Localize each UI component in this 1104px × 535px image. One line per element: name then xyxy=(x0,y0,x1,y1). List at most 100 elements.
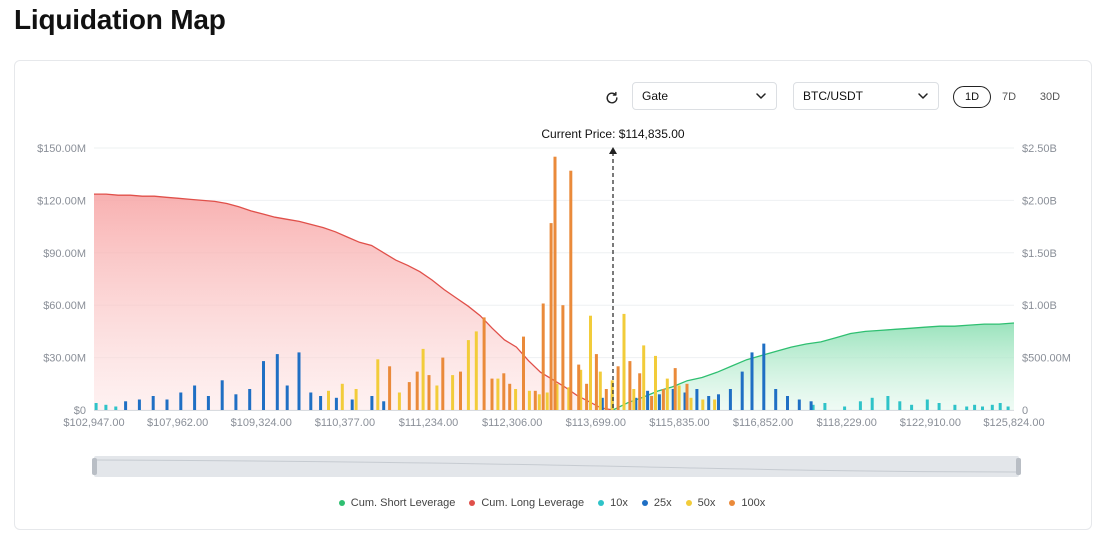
bar-50x[interactable] xyxy=(555,383,559,410)
range-1d-button[interactable]: 1D xyxy=(953,86,991,108)
bar-10x[interactable] xyxy=(104,404,108,410)
bar-50x[interactable] xyxy=(376,359,380,410)
bar-100x[interactable] xyxy=(673,368,677,410)
bar-100x[interactable] xyxy=(638,373,642,410)
bar-10x[interactable] xyxy=(823,403,827,410)
bar-25x[interactable] xyxy=(750,352,754,410)
bar-50x[interactable] xyxy=(496,378,500,410)
bar-50x[interactable] xyxy=(665,378,669,410)
bar-50x[interactable] xyxy=(622,313,626,410)
bar-100x[interactable] xyxy=(650,396,654,410)
bar-10x[interactable] xyxy=(886,396,890,410)
bar-25x[interactable] xyxy=(786,396,789,410)
bar-25x[interactable] xyxy=(137,399,141,411)
bar-100x[interactable] xyxy=(508,383,512,410)
bar-50x[interactable] xyxy=(632,389,636,410)
bar-50x[interactable] xyxy=(689,397,693,410)
bar-50x[interactable] xyxy=(701,399,705,411)
bar-25x[interactable] xyxy=(671,389,675,410)
bar-50x[interactable] xyxy=(677,385,681,411)
bar-50x[interactable] xyxy=(354,389,358,410)
bar-25x[interactable] xyxy=(297,352,301,410)
bar-25x[interactable] xyxy=(683,392,687,411)
bar-50x[interactable] xyxy=(397,392,401,411)
bar-25x[interactable] xyxy=(762,343,766,410)
bar-50x[interactable] xyxy=(598,371,602,410)
bar-25x[interactable] xyxy=(350,399,354,411)
bar-10x[interactable] xyxy=(965,406,969,411)
bar-100x[interactable] xyxy=(490,378,494,410)
bar-25x[interactable] xyxy=(646,390,650,410)
bar-50x[interactable] xyxy=(327,390,330,410)
legend-item-cum-short[interactable]: Cum. Short Leverage xyxy=(338,497,455,509)
bar-50x[interactable] xyxy=(654,355,657,410)
bar-100x[interactable] xyxy=(441,357,445,410)
bar-25x[interactable] xyxy=(600,397,604,410)
bar-10x[interactable] xyxy=(858,401,862,410)
bar-100x[interactable] xyxy=(415,371,419,410)
bar-25x[interactable] xyxy=(657,394,661,410)
legend-item-10x[interactable]: 10x xyxy=(598,497,628,509)
bar-100x[interactable] xyxy=(661,389,665,410)
bar-100x[interactable] xyxy=(569,170,573,410)
range-7d-button[interactable]: 7D xyxy=(1001,91,1017,103)
bar-25x[interactable] xyxy=(634,397,638,410)
bar-100x[interactable] xyxy=(541,303,545,411)
refresh-button[interactable] xyxy=(602,88,622,108)
bar-25x[interactable] xyxy=(165,399,169,411)
bar-25x[interactable] xyxy=(370,396,374,410)
range-slider-right-handle[interactable] xyxy=(1016,458,1021,475)
bar-10x[interactable] xyxy=(910,404,914,410)
bar-100x[interactable] xyxy=(482,317,486,410)
bar-10x[interactable] xyxy=(937,403,941,410)
bar-10x[interactable] xyxy=(94,403,98,410)
bar-25x[interactable] xyxy=(151,396,155,410)
bar-25x[interactable] xyxy=(206,396,210,410)
bar-100x[interactable] xyxy=(561,305,565,410)
bar-25x[interactable] xyxy=(707,396,711,410)
bar-100x[interactable] xyxy=(549,223,553,410)
bar-10x[interactable] xyxy=(925,399,929,411)
range-slider-track[interactable] xyxy=(92,456,1021,477)
bar-25x[interactable] xyxy=(234,394,238,410)
bar-50x[interactable] xyxy=(537,394,541,410)
legend-item-cum-long[interactable]: Cum. Long Leverage xyxy=(469,497,584,509)
bar-50x[interactable] xyxy=(451,375,455,410)
bar-25x[interactable] xyxy=(124,401,128,410)
bar-100x[interactable] xyxy=(459,371,462,410)
bar-100x[interactable] xyxy=(594,354,598,410)
bar-50x[interactable] xyxy=(527,390,531,410)
bar-100x[interactable] xyxy=(502,373,506,410)
bar-50x[interactable] xyxy=(514,389,518,410)
bar-10x[interactable] xyxy=(981,406,984,411)
bar-10x[interactable] xyxy=(114,406,118,411)
bar-100x[interactable] xyxy=(604,389,608,410)
bar-50x[interactable] xyxy=(713,399,717,411)
bar-100x[interactable] xyxy=(407,382,411,410)
bar-25x[interactable] xyxy=(275,354,279,410)
bar-10x[interactable] xyxy=(811,404,815,410)
bar-25x[interactable] xyxy=(319,396,323,410)
bar-25x[interactable] xyxy=(382,401,386,410)
bar-100x[interactable] xyxy=(616,366,620,410)
legend-item-50x[interactable]: 50x xyxy=(685,497,715,509)
pair-select[interactable]: BTC/USDT xyxy=(793,82,939,110)
bar-50x[interactable] xyxy=(474,331,478,410)
bar-10x[interactable] xyxy=(1006,406,1010,411)
bar-25x[interactable] xyxy=(248,389,252,410)
legend-item-25x[interactable]: 25x xyxy=(641,497,672,509)
exchange-select[interactable]: Gate xyxy=(632,82,777,110)
bar-25x[interactable] xyxy=(220,380,224,410)
bar-25x[interactable] xyxy=(179,392,183,411)
bar-100x[interactable] xyxy=(577,364,581,410)
bar-100x[interactable] xyxy=(628,361,632,410)
bar-100x[interactable] xyxy=(533,390,537,410)
bar-100x[interactable] xyxy=(522,336,525,410)
bar-25x[interactable] xyxy=(285,385,289,411)
range-slider-left-handle[interactable] xyxy=(92,458,97,475)
bar-25x[interactable] xyxy=(334,397,338,410)
bar-50x[interactable] xyxy=(466,340,470,410)
legend-item-100x[interactable]: 100x xyxy=(729,497,765,509)
bar-25x[interactable] xyxy=(309,392,313,411)
bar-50x[interactable] xyxy=(545,392,549,411)
